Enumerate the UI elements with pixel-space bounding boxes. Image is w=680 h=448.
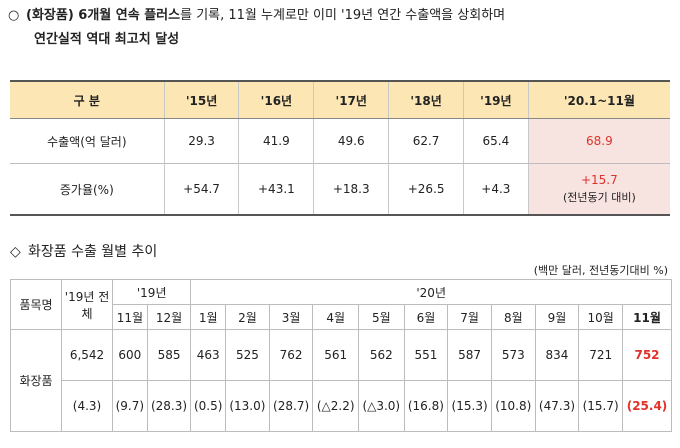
value-cell: 561 [312, 329, 359, 381]
diamond-bullet-icon: ◇ [10, 244, 21, 260]
header-year: '19년 [463, 80, 529, 119]
summary-text: 를 기록, 11월 누계로만 이미 '19년 연간 수출액을 상회하며 [180, 8, 506, 23]
growth-cell: (10.8) [490, 380, 536, 432]
value-cell: 562 [358, 329, 405, 381]
month-header: 8월 [490, 304, 536, 330]
month-header: 3월 [268, 304, 314, 330]
value-cell: 752 [622, 329, 672, 381]
header-item: 품목명 [10, 279, 62, 330]
month-header: 9월 [534, 304, 580, 330]
header-total: '19년 전체 [61, 279, 113, 330]
growth-note: (전년동기 대비) [562, 191, 636, 204]
table-cell: +4.3 [463, 163, 529, 216]
growth-cell: (28.7) [268, 380, 314, 432]
value-cell: 585 [146, 329, 192, 381]
header-year: '15년 [163, 80, 239, 119]
value-cell: 721 [578, 329, 623, 381]
month-header: 4월 [312, 304, 359, 330]
highlight-cell: 68.9 [527, 118, 670, 164]
value-cell: 573 [490, 329, 536, 381]
header-year: '20.1~11월 [527, 80, 670, 119]
growth-cell: (16.8) [403, 380, 449, 432]
section-title-text: 화장품 수출 월별 추이 [28, 244, 158, 260]
value-cell: 551 [403, 329, 449, 381]
table-cell: 29.3 [163, 118, 239, 164]
row-label: 수출액(억 달러) [10, 118, 165, 164]
growth-cell: (13.0) [225, 380, 270, 432]
header-year: '16년 [238, 80, 314, 119]
growth-cell: (△3.0) [358, 380, 405, 432]
growth-cell: (9.7) [112, 380, 148, 432]
growth-cell: (28.3) [146, 380, 192, 432]
value-cell: 587 [447, 329, 492, 381]
unit-label: (백만 달러, 전년동기대비 %) [533, 264, 668, 277]
monthly-section-title: ◇ 화장품 수출 월별 추이 [10, 242, 157, 262]
table-row: 증가율(%) +54.7 +43.1 +18.3 +26.5 +4.3 +15.… [10, 163, 670, 216]
header-year: '17년 [313, 80, 389, 119]
table-cell: +54.7 [163, 163, 239, 216]
month-header: 2월 [225, 304, 270, 330]
growth-cell: (15.7) [578, 380, 623, 432]
table-row: 수출액(억 달러) 29.3 41.9 49.6 62.7 65.4 68.9 [10, 118, 670, 164]
table-cell: 41.9 [238, 118, 314, 164]
row-label: 증가율(%) [10, 163, 165, 216]
annual-export-table: 구 분 '15년 '16년 '17년 '18년 '19년 '20.1~11월 수… [10, 80, 670, 216]
growth-value: +15.7 [580, 173, 618, 187]
summary-bold-text: (화장품) 6개월 연속 플러스 [26, 8, 181, 23]
header-group-19: '19년 [111, 279, 192, 305]
value-cell: 525 [225, 329, 270, 381]
growth-cell: (△2.2) [312, 380, 359, 432]
growth-cell: (4.3) [61, 380, 113, 432]
header-category: 구 분 [10, 80, 165, 119]
summary-bullet: ○ (화장품) 6개월 연속 플러스를 기록, 11월 누계로만 이미 '19년 … [8, 6, 506, 47]
value-cell: 762 [268, 329, 314, 381]
header-year: '18년 [388, 80, 464, 119]
month-header: 5월 [358, 304, 405, 330]
month-header: 10월 [578, 304, 623, 330]
value-cell: 600 [112, 329, 148, 381]
month-header: 12월 [146, 304, 192, 330]
table-cell: +43.1 [238, 163, 314, 216]
monthly-export-table: 품목명 '19년 전체 '19년 '20년 11월 12월 1월 2월 3월 4월 5월 6월… [10, 279, 672, 432]
month-header: 11월 [622, 304, 672, 330]
growth-cell: (0.5) [190, 380, 227, 432]
table-cell: +26.5 [388, 163, 464, 216]
summary-line2: 연간실적 역대 최고치 달성 [34, 32, 180, 47]
growth-cell: (25.4) [622, 380, 672, 432]
growth-cell: (15.3) [447, 380, 492, 432]
highlight-cell: +15.7 (전년동기 대비) [527, 163, 670, 216]
table-cell: +18.3 [313, 163, 389, 216]
growth-cell: (47.3) [534, 380, 580, 432]
value-cell: 6,542 [61, 329, 113, 381]
table-cell: 62.7 [388, 118, 464, 164]
value-cell: 834 [534, 329, 580, 381]
table-cell: 65.4 [463, 118, 529, 164]
item-label: 화장품 [10, 329, 62, 432]
month-header: 11월 [112, 304, 148, 330]
month-header: 7월 [447, 304, 492, 330]
header-group-20: '20년 [190, 279, 672, 305]
circle-bullet-icon: ○ [8, 8, 20, 23]
month-header: 1월 [190, 304, 227, 330]
table-cell: 49.6 [313, 118, 389, 164]
value-cell: 463 [190, 329, 227, 381]
month-header: 6월 [403, 304, 449, 330]
